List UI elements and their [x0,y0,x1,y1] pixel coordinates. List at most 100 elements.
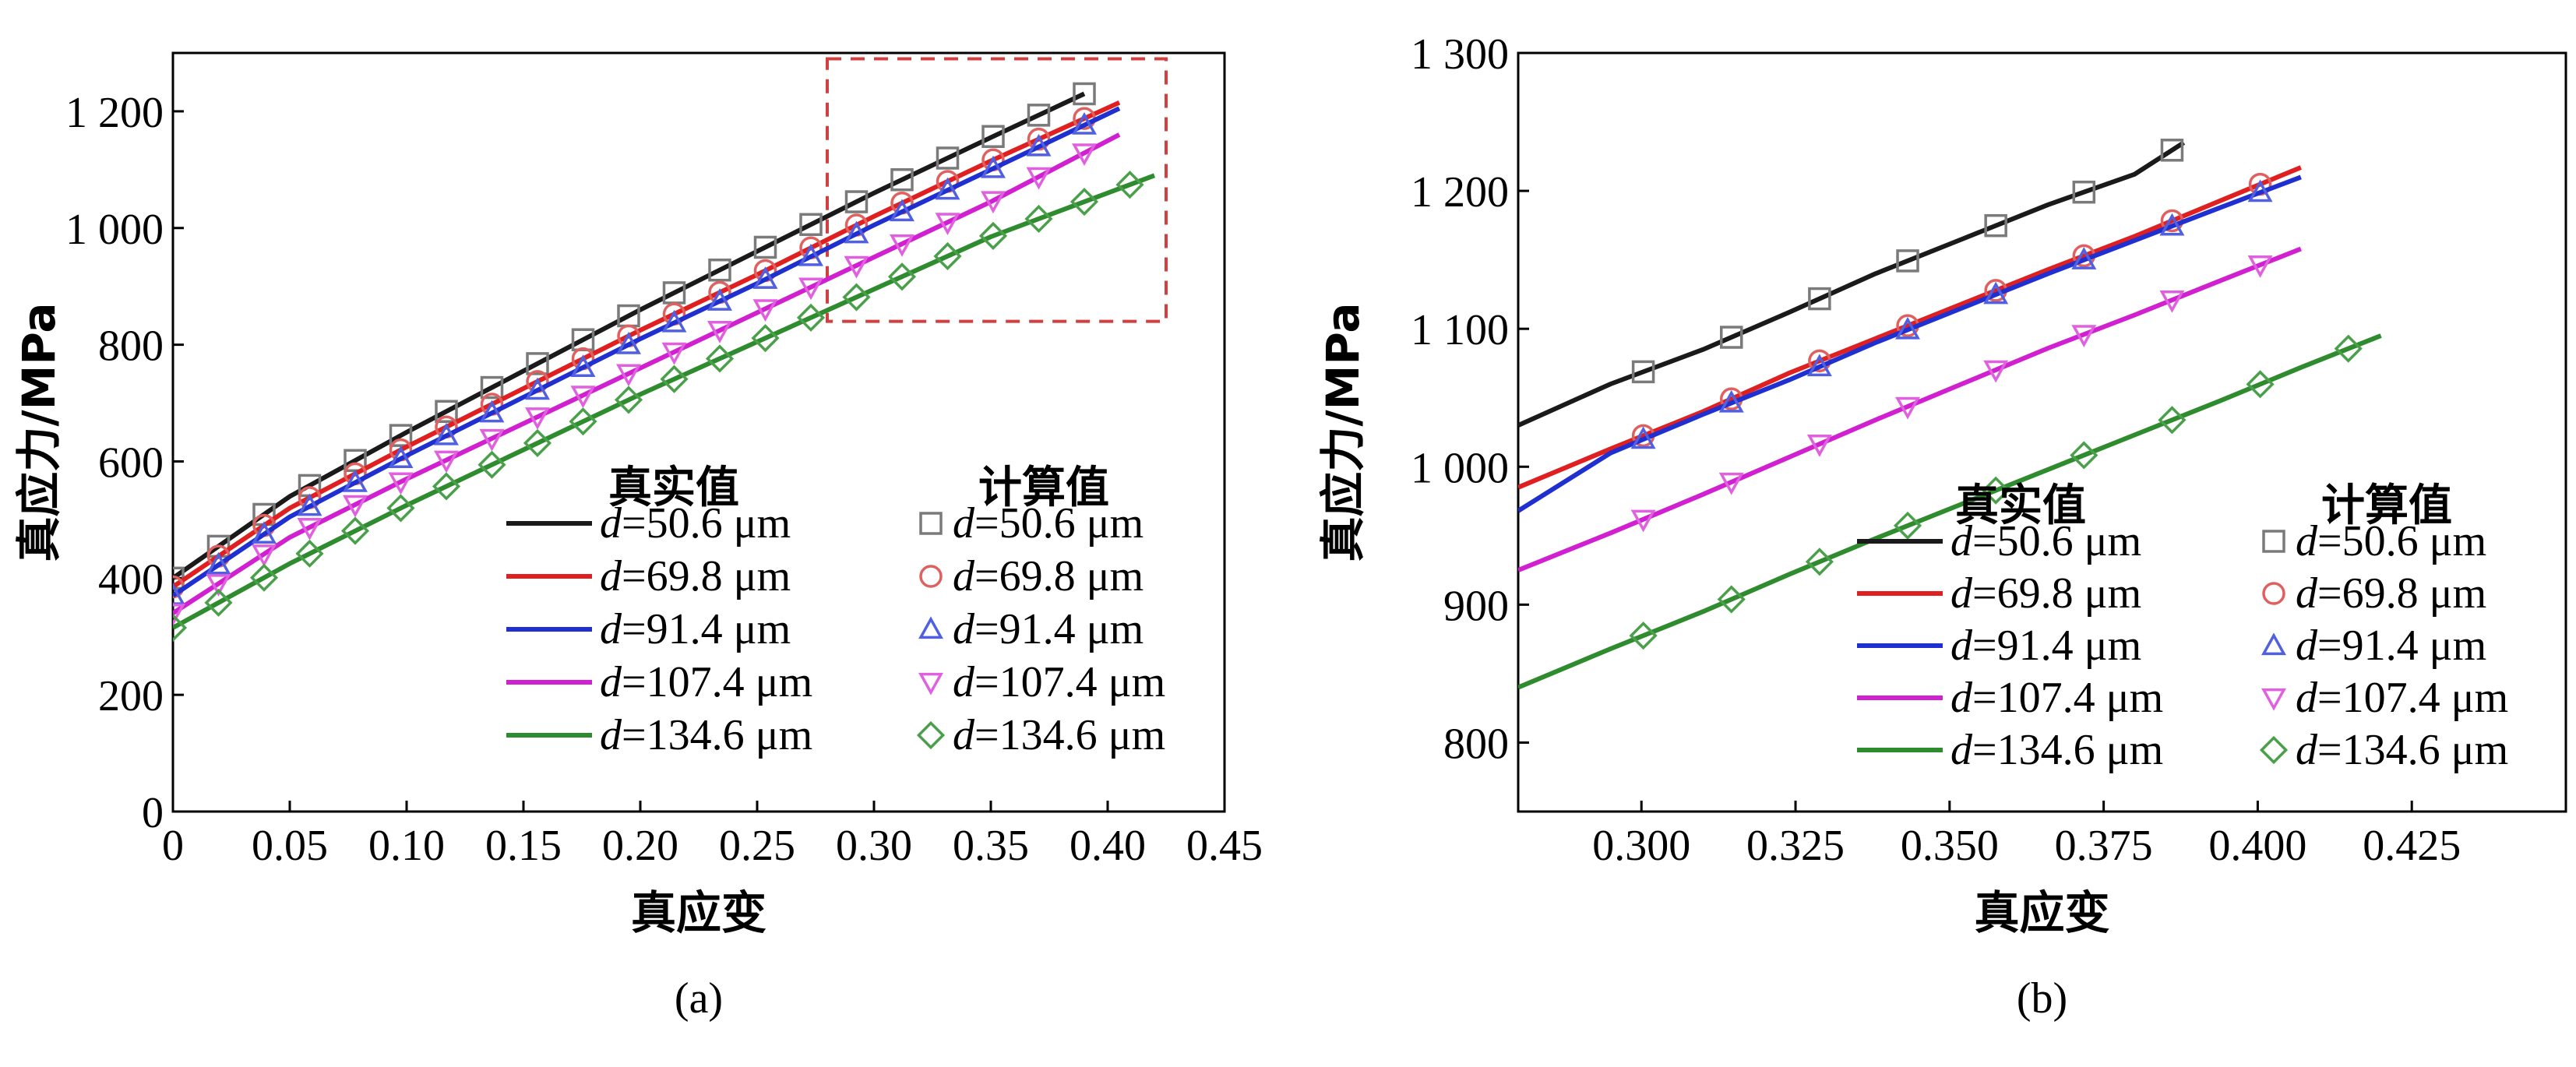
a-data-point-4 [569,407,597,436]
a-legend-marker-4 [916,720,946,750]
b-series-line-1 [1518,165,2302,490]
a-data-point-0 [435,400,458,424]
b-y-tick-label: 1 300 [1411,30,1509,79]
a-data-point-4 [249,563,279,592]
a-y-tick-label: 600 [98,438,164,487]
b-data-point-0 [1984,213,2007,238]
a-data-point-2 [661,309,687,333]
b-legend-marker-3 [2261,688,2286,711]
b-legend-label-measured-2: d=91.4 μm [1951,622,2141,670]
a-series-line-4 [173,173,1156,630]
a-y-tick-label: 0 [142,789,164,837]
b-x-tick-label: 0.325 [1746,822,1845,870]
chart-a-svg: 0 0.05 0.10 0.15 0.20 0.25 0.30 0.35 0.40 0.45 0 20… [12,51,1263,1023]
b-legend-marker-0 [2262,530,2285,553]
a-data-point-2 [252,521,277,544]
b-series-line-4 [1518,333,2382,690]
a-data-point-2 [935,177,960,200]
a-y-tick-label: 1 200 [65,89,164,137]
a-legend-label-measured-3: d=107.4 μm [600,658,812,706]
a-series-line-1 [173,100,1121,589]
b-data-point-0 [1808,287,1831,311]
b-data-point-4 [1982,476,2010,505]
b-legend-header-calculated: 计算值 [2321,481,2452,531]
b-y-axis-title: 真应力/MPa [1316,303,1369,562]
a-data-point-2 [890,199,914,222]
a-x-tick-label: 0.15 [485,822,562,870]
b-legend-label-calculated-3: d=107.4 μm [2296,674,2508,722]
b-data-point-4 [1805,548,1834,576]
b-data-point-3 [1983,360,2009,383]
b-data-point-4 [1629,622,1658,650]
a-data-point-3 [388,472,414,495]
b-data-point-3 [1630,509,1656,533]
a-x-tick-label: 0.45 [1186,822,1263,870]
a-data-point-2 [525,377,550,400]
a-legend-label-calculated-0: d=50.6 μm [953,499,1144,548]
b-data-point-4 [2334,334,2363,363]
b-legend-label-measured-3: d=107.4 μm [1951,674,2163,722]
b-data-point-2 [2247,179,2273,202]
a-data-point-0 [890,167,914,192]
a-data-point-0 [708,258,731,282]
a-data-point-4 [340,516,370,545]
b-panel-caption: (b) [2017,974,2067,1023]
a-x-tick-label: 0.10 [368,822,445,870]
b-x-tick-label: 0.300 [1592,822,1690,870]
b-data-point-2 [1718,389,1744,413]
b-y-tick-label: 900 [1443,582,1509,630]
b-data-point-2 [2071,247,2097,269]
a-data-point-3 [206,574,231,597]
a-data-point-2 [752,266,778,289]
b-y-tick-label: 800 [1443,720,1509,768]
a-data-point-3 [479,428,505,452]
a-data-point-2 [981,155,1006,178]
a-data-point-4 [751,324,780,353]
b-data-point-2 [1895,316,1920,340]
b-legend-marker-1 [2262,582,2285,605]
b-series-3 [1518,246,2302,572]
a-legend-header-calculated: 计算值 [978,463,1109,513]
b-x-tick-label: 0.400 [2208,822,2306,870]
a-data-point-2 [173,583,185,605]
b-data-point-3 [1895,396,1920,420]
b-data-point-0 [1896,249,1919,273]
b-legend-label-measured-0: d=50.6 μm [1951,517,2141,565]
a-data-point-4 [432,472,461,501]
a-data-point-3 [570,386,596,409]
a-x-tick-label: 0.35 [953,822,1029,870]
a-x-tick-label: 0.40 [1070,822,1146,870]
b-legend-marker-4 [2259,735,2289,765]
a-data-point-2 [616,332,641,354]
a-y-tick-label: 400 [98,555,164,604]
a-data-point-4 [386,494,415,523]
b-x-tick-label: 0.350 [1901,822,1999,870]
b-series-0 [1518,139,2186,428]
b-legend-label-calculated-0: d=50.6 μm [2296,517,2486,565]
a-data-point-3 [935,213,960,235]
a-data-point-3 [525,407,550,430]
a-data-point-4 [204,588,233,617]
chart-panel-b: 0.300 0.325 0.350 0.375 0.400 0.425 800 900 1 00… [1288,0,2576,1067]
b-series-line-3 [1518,246,2302,572]
a-data-point-3 [661,342,687,365]
a-data-point-2 [1072,112,1097,135]
a-data-point-3 [1072,143,1097,166]
b-series-line-2 [1518,174,2302,513]
a-data-point-4 [477,450,506,479]
b-legend-label-calculated-2: d=91.4 μm [2296,622,2486,670]
b-data-point-4 [2158,406,2187,435]
a-data-point-4 [796,303,826,332]
a-data-point-4 [1024,204,1053,234]
b-series-line-0 [1518,140,2186,428]
a-data-point-3 [434,450,459,474]
b-y-tick-label: 1 100 [1411,306,1509,354]
b-series-2 [1518,174,2302,513]
b-data-point-2 [1630,426,1656,449]
b-legend-header-measured: 真实值 [1955,481,2086,531]
a-data-point-4 [614,386,643,414]
a-legend-label-measured-0: d=50.6 μm [600,499,791,548]
a-x-tick-label: 0.30 [836,822,912,870]
b-x-tick-label: 0.375 [2055,822,2153,870]
b-data-point-0 [1631,360,1655,384]
